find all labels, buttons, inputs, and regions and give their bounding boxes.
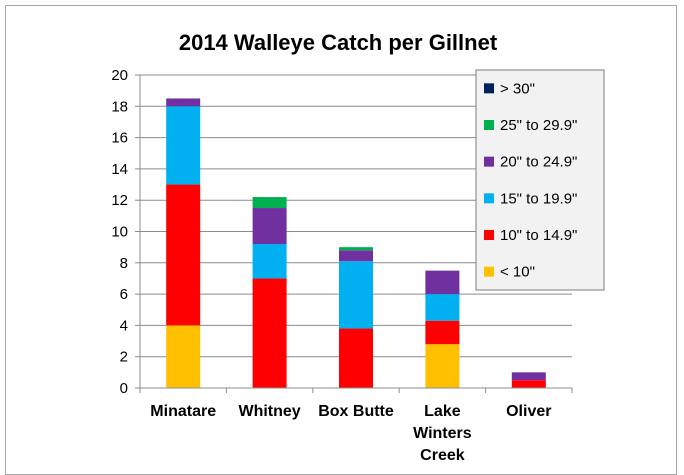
y-tick-label: 4 [120, 317, 128, 334]
bar-segment [252, 278, 287, 388]
bar-segment [252, 244, 287, 279]
y-tick-label: 16 [111, 130, 128, 147]
x-tick-label: Lake Winters Creek [413, 403, 472, 464]
bar-segment [339, 247, 373, 251]
y-tick-label: 12 [111, 192, 128, 209]
y-tick-label: 14 [111, 161, 128, 178]
y-tick-label: 0 [120, 380, 128, 397]
bar-segment [425, 344, 460, 388]
bar-segment [511, 372, 546, 381]
bar-segment [339, 328, 373, 388]
bar-segment [166, 98, 201, 107]
bar-segment [339, 261, 373, 329]
legend-swatch [484, 120, 494, 130]
x-tick-label: Minatare [150, 403, 216, 420]
y-tick-label: 6 [120, 286, 128, 303]
x-tick-label: Oliver [506, 403, 551, 420]
bars [166, 98, 546, 388]
bar-segment [166, 184, 201, 326]
bar-segment [425, 320, 460, 345]
y-tick-label: 2 [120, 349, 128, 366]
x-tick-label: Box Butte [318, 403, 394, 420]
bar-segment [252, 197, 287, 209]
legend-swatch [484, 230, 494, 240]
legend-label: > 30" [500, 80, 535, 97]
bar-segment [511, 380, 546, 388]
legend-label: 15" to 19.9" [500, 190, 577, 207]
y-tick-label: 8 [120, 255, 128, 272]
y-tick-label: 20 [111, 67, 128, 84]
legend: > 30" 25" to 29.9" 20" to 24.9" 15" to 19.9… [475, 69, 605, 291]
axes: 0 2 4 6 8 10 12 14 16 18 20 Minatare Whitney Box Butt… [111, 67, 573, 464]
legend-swatch [484, 193, 494, 204]
bar-segment [425, 270, 460, 295]
legend-swatch [484, 156, 494, 167]
bar-segment [166, 106, 201, 185]
legend-box [475, 69, 605, 291]
legend-label: < 10" [500, 264, 535, 281]
bar-segment [166, 325, 201, 388]
x-tick-label: Whitney [238, 403, 300, 420]
legend-swatch [484, 266, 494, 277]
legend-label: 25" to 29.9" [500, 117, 577, 134]
y-tick-label: 18 [111, 98, 128, 115]
y-tick-label: 10 [111, 224, 128, 241]
chart-title: 2014 Walleye Catch per Gillnet [179, 30, 498, 55]
legend-swatch [484, 83, 494, 94]
bar-segment [339, 250, 373, 262]
bar-segment [252, 208, 287, 245]
legend-label: 10" to 14.9" [500, 227, 577, 244]
legend-label: 20" to 24.9" [500, 154, 577, 171]
bar-segment [425, 294, 460, 321]
